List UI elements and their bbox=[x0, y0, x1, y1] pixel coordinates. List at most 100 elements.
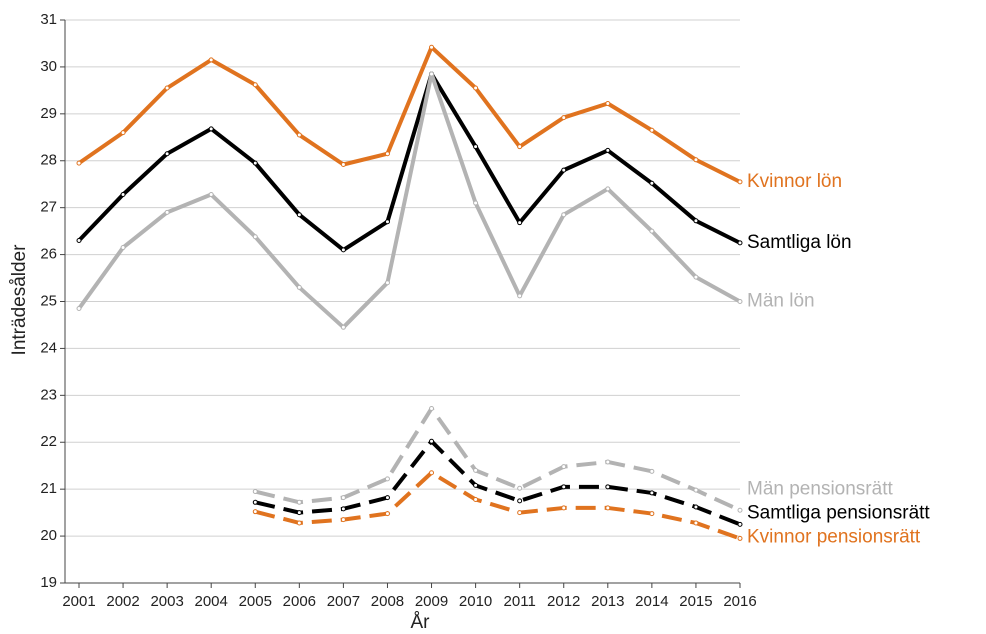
point bbox=[517, 144, 523, 150]
point bbox=[561, 167, 567, 173]
point bbox=[693, 157, 699, 163]
point bbox=[76, 160, 82, 166]
point bbox=[517, 293, 523, 299]
point bbox=[120, 130, 126, 136]
point bbox=[649, 228, 655, 234]
point bbox=[208, 126, 214, 132]
point bbox=[208, 192, 214, 198]
point bbox=[737, 179, 743, 185]
y-tick-label: 21 bbox=[40, 480, 57, 497]
point bbox=[473, 144, 479, 150]
point bbox=[296, 510, 302, 516]
point bbox=[296, 499, 302, 505]
point bbox=[429, 44, 435, 50]
y-axis-label: Inträdesålder bbox=[9, 244, 30, 356]
y-tick-label: 31 bbox=[40, 11, 57, 28]
point bbox=[296, 284, 302, 290]
x-tick-label: 2010 bbox=[459, 593, 492, 610]
x-tick-label: 2004 bbox=[195, 593, 228, 610]
point bbox=[693, 520, 699, 526]
point bbox=[649, 127, 655, 133]
point bbox=[252, 160, 258, 166]
y-tick-label: 26 bbox=[40, 246, 57, 263]
point bbox=[340, 247, 346, 253]
point bbox=[252, 82, 258, 88]
series-line bbox=[77, 45, 741, 184]
x-tick-label: 2002 bbox=[106, 593, 139, 610]
point bbox=[429, 438, 435, 444]
x-tick-label: 2008 bbox=[371, 593, 404, 610]
point bbox=[296, 132, 302, 138]
x-tick-label: 2005 bbox=[239, 593, 272, 610]
point bbox=[693, 274, 699, 280]
point bbox=[605, 147, 611, 153]
point bbox=[605, 186, 611, 192]
point bbox=[252, 489, 258, 495]
x-tick-label: 2009 bbox=[415, 593, 448, 610]
x-axis-label: År bbox=[411, 612, 431, 633]
x-tick-label: 2003 bbox=[150, 593, 183, 610]
x-tick-label: 2006 bbox=[283, 593, 316, 610]
x-tick-label: 2011 bbox=[504, 593, 536, 610]
y-tick-label: 30 bbox=[40, 58, 57, 75]
series-label: Män pensionsrätt bbox=[747, 478, 893, 499]
point bbox=[605, 459, 611, 465]
series-line bbox=[77, 71, 741, 252]
point bbox=[737, 299, 743, 304]
point bbox=[429, 470, 435, 476]
point bbox=[693, 487, 699, 493]
series-line bbox=[254, 406, 741, 513]
y-tick-label: 25 bbox=[40, 292, 57, 309]
point bbox=[429, 405, 435, 411]
point bbox=[561, 484, 567, 490]
point bbox=[252, 234, 258, 240]
series-label: Kvinnor lön bbox=[747, 171, 842, 192]
point bbox=[340, 517, 346, 523]
point bbox=[473, 482, 479, 488]
point bbox=[649, 180, 655, 186]
x-tick-label: 2007 bbox=[327, 593, 360, 610]
point bbox=[517, 220, 523, 226]
x-tick-label: 2014 bbox=[635, 593, 668, 610]
point bbox=[561, 505, 567, 511]
point bbox=[208, 57, 214, 63]
point bbox=[517, 510, 523, 516]
series-label: Samtliga lön bbox=[747, 232, 852, 253]
point bbox=[517, 485, 523, 491]
y-tick-label: 20 bbox=[40, 527, 57, 544]
point bbox=[340, 506, 346, 512]
point bbox=[693, 504, 699, 510]
point bbox=[693, 218, 699, 224]
point bbox=[384, 495, 390, 501]
x-tick-label: 2013 bbox=[591, 593, 624, 610]
point bbox=[120, 192, 126, 198]
point bbox=[605, 484, 611, 490]
point bbox=[517, 498, 523, 504]
y-tick-label: 29 bbox=[40, 105, 57, 122]
y-tick-label: 22 bbox=[40, 433, 57, 450]
point bbox=[384, 476, 390, 482]
point bbox=[473, 467, 479, 473]
point bbox=[605, 101, 611, 107]
point bbox=[384, 151, 390, 157]
series-label: Samtliga pensionsrätt bbox=[747, 502, 930, 523]
point bbox=[76, 238, 82, 244]
point bbox=[340, 162, 346, 168]
x-tick-label: 2016 bbox=[723, 593, 756, 610]
point bbox=[737, 535, 743, 541]
point bbox=[164, 151, 170, 157]
point bbox=[296, 212, 302, 218]
series-label: Män lön bbox=[747, 291, 815, 312]
point bbox=[252, 509, 258, 515]
point bbox=[561, 464, 567, 470]
y-tick-label: 23 bbox=[40, 386, 57, 403]
y-tick-label: 27 bbox=[40, 199, 57, 216]
point bbox=[252, 499, 258, 505]
point bbox=[605, 505, 611, 511]
x-tick-label: 2012 bbox=[547, 593, 580, 610]
point bbox=[473, 85, 479, 91]
point bbox=[473, 496, 479, 502]
point bbox=[737, 521, 743, 527]
series-line bbox=[77, 71, 741, 330]
